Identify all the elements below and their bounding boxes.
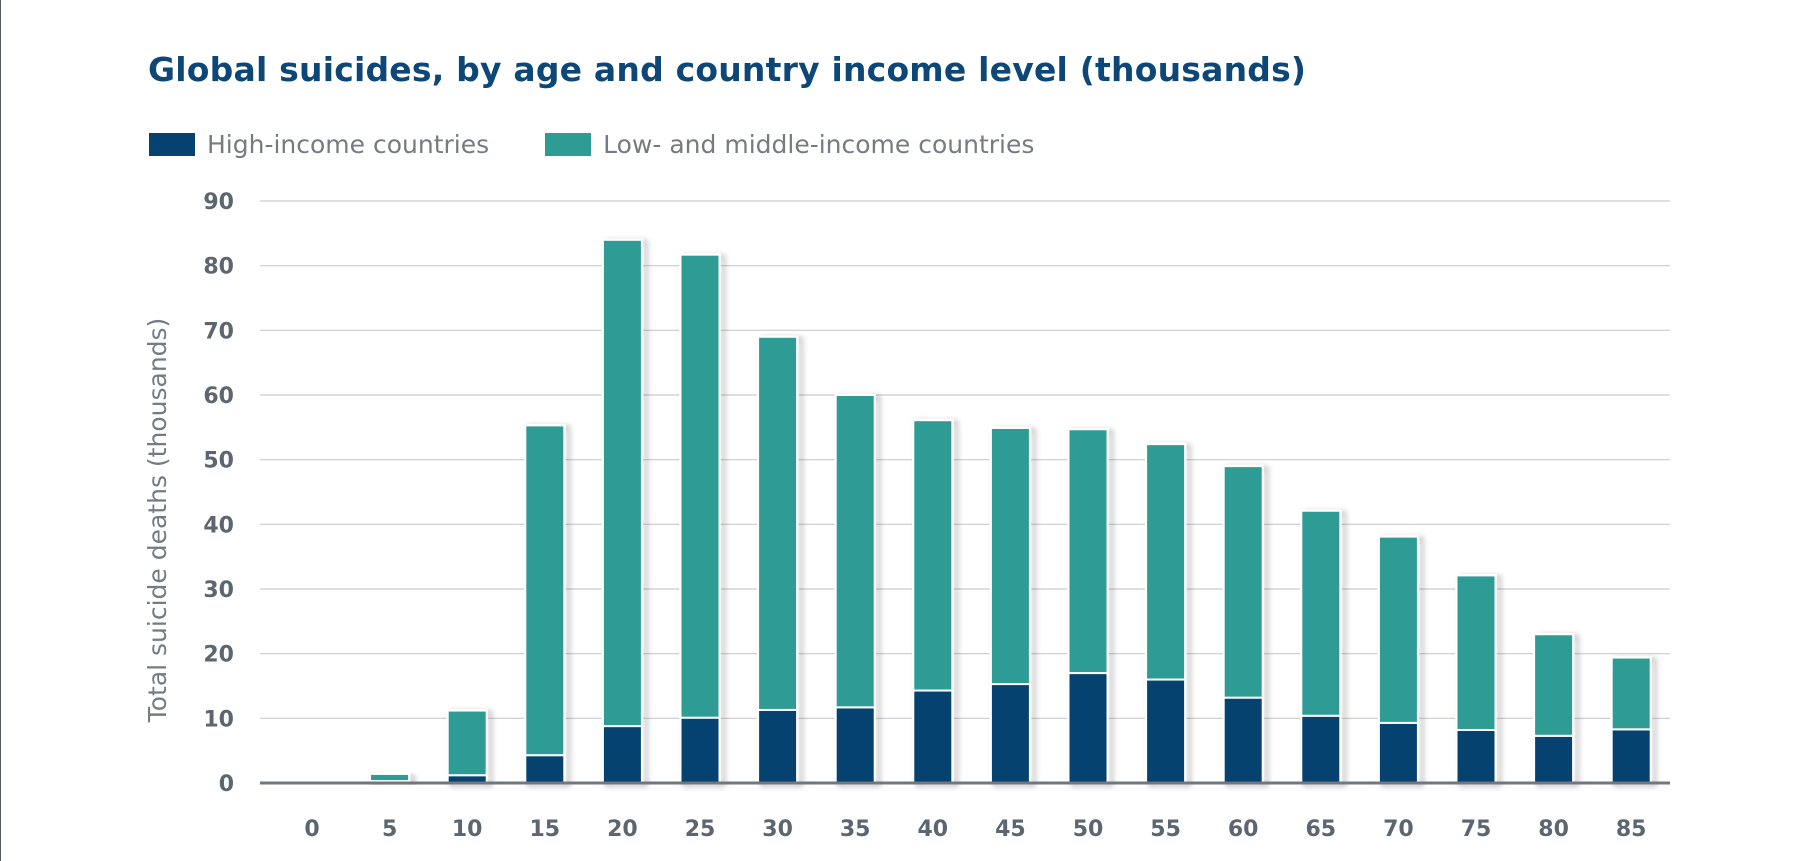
bar-low-middle-income	[1222, 465, 1264, 699]
y-tick-label: 90	[203, 190, 234, 215]
bar-low-middle-income	[601, 238, 643, 728]
x-tick-label: 30	[762, 817, 793, 842]
legend-label-low-middle-income: Low- and middle-income countries	[603, 130, 1035, 159]
bar-stack	[912, 418, 954, 785]
x-tick-label: 0	[304, 817, 319, 842]
bar-high-income	[679, 716, 721, 784]
bar-high-income	[1300, 714, 1342, 784]
x-tick-label: 20	[607, 817, 638, 842]
x-tick-label: 75	[1461, 817, 1492, 842]
bar-stack	[601, 238, 644, 785]
y-tick-label: 80	[203, 255, 234, 280]
bar-low-middle-income	[1610, 656, 1652, 731]
y-tick-label: 0	[219, 772, 234, 797]
legend-swatch-low-middle-income	[545, 133, 592, 156]
x-axis-ticks: 0 5 10 15 20 25 30 35 40 45 50 55 60 65 70 75 80 85	[304, 817, 1646, 842]
bar-stack	[1067, 428, 1109, 785]
x-tick-label: 70	[1383, 817, 1414, 842]
bar-stack	[834, 393, 876, 785]
bar-low-middle-income	[1377, 535, 1419, 724]
bar-stack	[1610, 656, 1652, 785]
x-tick-label: 50	[1073, 817, 1104, 842]
y-axis-title: Total suicide deaths (thousands)	[143, 318, 172, 724]
bar-high-income	[524, 754, 566, 785]
bar-stack	[1144, 442, 1187, 785]
bar-high-income	[989, 683, 1031, 784]
y-tick-label: 30	[203, 578, 234, 603]
legend-item-low-middle-income: Low- and middle-income countries	[545, 130, 1034, 159]
bar-low-middle-income	[989, 426, 1031, 686]
x-tick-label: 55	[1150, 817, 1181, 842]
x-tick-label: 5	[382, 817, 397, 842]
bar-low-middle-income	[524, 424, 566, 757]
bar-stack	[989, 426, 1032, 785]
y-tick-label: 50	[203, 449, 234, 474]
bar-high-income	[1222, 696, 1264, 785]
x-tick-label: 60	[1228, 817, 1259, 842]
bar-high-income	[601, 725, 643, 784]
y-tick-label: 10	[203, 707, 234, 732]
chart-legend: High-income countries Low- and middle-in…	[149, 130, 1090, 159]
gridlines	[260, 200, 1670, 719]
x-tick-label: 15	[529, 817, 560, 842]
bar-stack	[1222, 464, 1264, 785]
x-tick-label: 80	[1538, 817, 1569, 842]
bar-low-middle-income	[1533, 633, 1575, 737]
bar-stack	[446, 709, 488, 785]
bar-high-income	[1145, 678, 1187, 784]
y-tick-label: 40	[203, 513, 234, 538]
y-tick-label: 70	[203, 319, 234, 344]
bar-stack	[1377, 535, 1420, 785]
legend-item-high-income: High-income countries	[149, 130, 489, 159]
bar-high-income	[1377, 721, 1419, 784]
bar-stack	[1300, 509, 1342, 785]
bar-low-middle-income	[679, 253, 721, 719]
bar-low-middle-income	[1455, 574, 1497, 731]
bar-high-income	[1533, 734, 1575, 784]
bars	[368, 238, 1652, 785]
bar-stack	[524, 424, 566, 785]
bar-stack	[1532, 633, 1575, 785]
x-tick-label: 85	[1616, 817, 1647, 842]
bar-high-income	[757, 708, 799, 785]
legend-label-high-income: High-income countries	[207, 130, 490, 159]
window-edge	[0, 0, 1, 861]
x-tick-label: 45	[995, 817, 1026, 842]
bar-low-middle-income	[1300, 509, 1342, 717]
bar-high-income	[1610, 728, 1652, 784]
y-tick-label: 60	[203, 384, 234, 409]
bar-high-income	[834, 706, 876, 785]
x-tick-label: 65	[1305, 817, 1336, 842]
chart-title: Global suicides, by age and country inco…	[148, 50, 1307, 89]
bar-high-income	[912, 689, 954, 785]
bar-low-middle-income	[757, 335, 799, 711]
bar-high-income	[1067, 672, 1109, 784]
x-tick-label: 10	[452, 817, 483, 842]
bar-low-middle-income	[1067, 428, 1109, 675]
bar-stack	[756, 335, 799, 785]
y-axis-ticks: 0 10 20 30 40 50 60 70 80 90	[203, 190, 234, 797]
x-tick-label: 40	[917, 817, 948, 842]
bar-low-middle-income	[1145, 443, 1187, 681]
bar-low-middle-income	[446, 709, 488, 777]
bar-stack	[1455, 574, 1497, 785]
bar-low-middle-income	[369, 772, 411, 783]
x-tick-label: 25	[685, 817, 716, 842]
bar-low-middle-income	[834, 394, 876, 709]
legend-swatch-high-income	[149, 133, 195, 156]
bar-low-middle-income	[912, 419, 954, 692]
x-tick-label: 35	[840, 817, 871, 842]
bar-stack	[679, 253, 721, 785]
bar-high-income	[1455, 728, 1497, 784]
y-tick-label: 20	[203, 643, 234, 668]
